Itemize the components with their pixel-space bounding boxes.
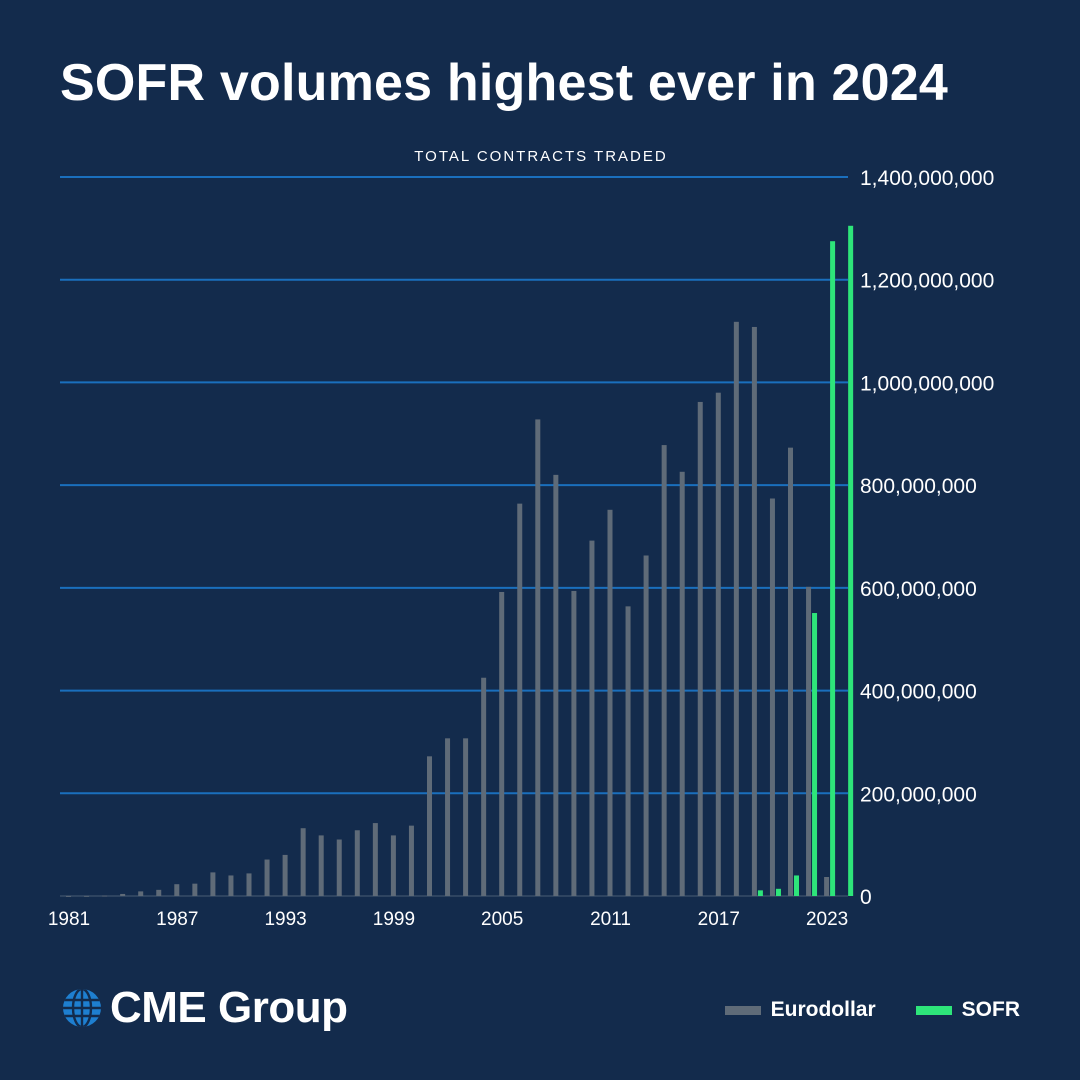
y-tick-label: 800,000,000 (860, 475, 977, 498)
bar-eurodollar-2012 (625, 606, 631, 896)
bar-eurodollar-2017 (715, 392, 721, 896)
x-tick-label: 1993 (264, 909, 306, 930)
y-tick-label: 1,400,000,000 (860, 167, 994, 190)
x-tick-label: 1987 (156, 909, 198, 930)
bar-eurodollar-2001 (427, 756, 432, 896)
bar-eurodollar-1992 (264, 859, 270, 896)
legend-swatch-sofr (915, 1005, 952, 1015)
bar-eurodollar-2007 (535, 419, 541, 896)
x-tick-label: 2011 (590, 909, 631, 930)
bar-eurodollar-2020 (769, 498, 775, 896)
y-tick-label: 1,200,000,000 (860, 270, 994, 293)
bar-eurodollar-1984 (120, 893, 126, 896)
bar-eurodollar-2008 (553, 474, 559, 896)
bar-eurodollar-1986 (156, 889, 162, 896)
bar-eurodollar-1995 (318, 835, 324, 896)
bar-eurodollar-2019 (751, 326, 757, 897)
bar-eurodollar-1985 (138, 891, 144, 896)
x-axis-labels: 1981 1987 1993 1999 2005 2011 2017 2023 (48, 909, 848, 930)
bar-eurodollar-2000 (408, 825, 414, 896)
y-tick-label: 600,000,000 (860, 578, 977, 601)
bar-eurodollar-1990 (228, 875, 234, 896)
bar-eurodollar-2003 (463, 738, 469, 896)
legend-label-sofr: SOFR (961, 998, 1020, 1021)
y-tick-label: 1,000,000,000 (860, 372, 994, 395)
x-tick-label: 2023 (806, 909, 848, 930)
globe-icon (63, 989, 101, 1027)
grid-lines (60, 176, 848, 897)
bar-eurodollar-1993 (282, 854, 288, 896)
page-title: SOFR volumes highest ever in 2024 (60, 54, 949, 112)
brand-name: CME Group (110, 983, 348, 1032)
bar-eurodollar-1998 (372, 823, 378, 896)
bar-eurodollar-2023 (824, 877, 830, 896)
bar-eurodollar-1994 (300, 828, 306, 896)
bar-eurodollar-2002 (445, 738, 451, 896)
y-tick-label: 200,000,000 (860, 783, 977, 806)
bar-eurodollar-1982 (84, 895, 90, 897)
y-axis-labels: 0 200,000,000 400,000,000 600,000,000 800,00… (860, 167, 994, 909)
legend-swatch-eurodollar (724, 1005, 761, 1015)
legend-item-sofr: SOFR (915, 998, 1020, 1022)
bar-sofr-2021 (794, 875, 799, 896)
bar-eurodollar-1981 (66, 895, 71, 897)
bar-sofr-2022 (812, 613, 818, 896)
bar-eurodollar-1997 (354, 830, 360, 896)
bar-sofr-2024 (848, 225, 854, 897)
bar-eurodollar-1988 (192, 883, 198, 896)
bar-eurodollar-2005 (499, 591, 505, 896)
bar-eurodollar-2015 (679, 471, 685, 896)
x-tick-label: 1981 (48, 909, 90, 930)
chart-legend: Eurodollar SOFR (685, 998, 1020, 1022)
bars (66, 225, 854, 897)
bar-eurodollar-1996 (336, 839, 342, 896)
x-tick-label: 2017 (698, 909, 740, 930)
bar-eurodollar-2014 (661, 445, 667, 896)
bar-eurodollar-2013 (643, 555, 649, 896)
bar-eurodollar-2006 (517, 503, 523, 896)
bar-eurodollar-2009 (571, 590, 577, 896)
bar-eurodollar-2021 (788, 447, 793, 896)
bar-eurodollar-2016 (697, 401, 703, 896)
y-tick-label: 0 (860, 886, 872, 909)
bar-eurodollar-1983 (102, 895, 108, 897)
bar-eurodollar-2004 (481, 677, 487, 896)
brand-logo: CME Group (60, 980, 348, 1036)
legend-item-eurodollar: Eurodollar (724, 998, 876, 1022)
bar-eurodollar-1987 (174, 884, 180, 896)
bar-eurodollar-2022 (806, 586, 812, 896)
bar-eurodollar-2011 (607, 509, 613, 896)
legend-label-eurodollar: Eurodollar (770, 998, 876, 1021)
bar-eurodollar-1991 (246, 873, 252, 896)
bar-eurodollar-2010 (589, 540, 595, 896)
bar-sofr-2019 (757, 890, 763, 896)
y-tick-label: 400,000,000 (860, 681, 977, 704)
bar-eurodollar-1989 (210, 872, 216, 896)
bar-sofr-2023 (830, 241, 836, 896)
bar-sofr-2020 (775, 888, 781, 896)
x-tick-label: 2005 (481, 909, 523, 930)
bar-eurodollar-1999 (390, 835, 396, 896)
chart-subtitle: TOTAL CONTRACTS TRADED (414, 148, 667, 165)
x-tick-label: 1999 (373, 909, 415, 930)
bar-eurodollar-2018 (733, 321, 739, 897)
